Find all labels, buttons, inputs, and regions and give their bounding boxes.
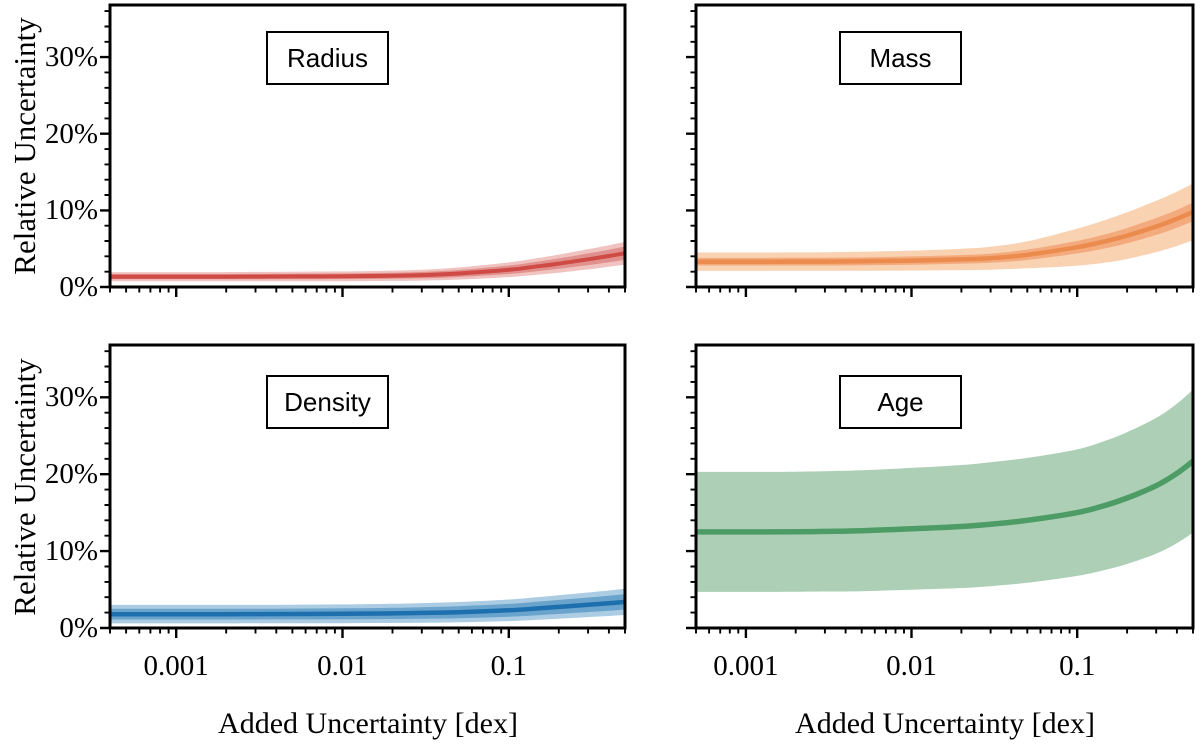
y-tick-label-20%: 20% bbox=[44, 117, 98, 150]
y-tick-label-10%: 10% bbox=[44, 194, 98, 227]
mass-plot bbox=[686, 3, 1195, 297]
y-tick-label-0%: 0% bbox=[59, 271, 98, 303]
mass-panel-label: Mass bbox=[839, 31, 962, 85]
density-panel-label-text: Density bbox=[284, 386, 371, 417]
mass-panel-label-text: Mass bbox=[869, 42, 932, 73]
y-tick-label-0%: 0% bbox=[59, 612, 98, 644]
x-tick-label-0.001: 0.001 bbox=[713, 650, 779, 682]
age-panel-label-text: Age bbox=[877, 386, 924, 417]
x-tick-label-0.001: 0.001 bbox=[143, 650, 209, 682]
x-axis-label-right: Added Uncertainty [dex] bbox=[795, 707, 1095, 740]
x-tick-label-0.1: 0.1 bbox=[490, 650, 527, 682]
x-axis-label-left: Added Uncertainty [dex] bbox=[218, 707, 518, 740]
y-tick-label-20%: 20% bbox=[44, 458, 98, 491]
radius-panel-label: Radius bbox=[266, 31, 389, 85]
density-panel-label: Density bbox=[266, 375, 389, 429]
x-tick-label-0.01: 0.01 bbox=[317, 650, 368, 682]
x-tick-label-0.1: 0.1 bbox=[1059, 650, 1096, 682]
age-panel-label: Age bbox=[839, 375, 962, 429]
x-tick-label-0.01: 0.01 bbox=[886, 650, 937, 682]
radius-panel-label-text: Radius bbox=[287, 42, 368, 73]
age-plot bbox=[686, 343, 1195, 638]
density-plot bbox=[100, 343, 627, 638]
y-tick-label-30%: 30% bbox=[44, 41, 98, 74]
y-tick-label-30%: 30% bbox=[44, 381, 98, 414]
radius-plot bbox=[100, 3, 627, 297]
y-tick-label-10%: 10% bbox=[44, 535, 98, 568]
